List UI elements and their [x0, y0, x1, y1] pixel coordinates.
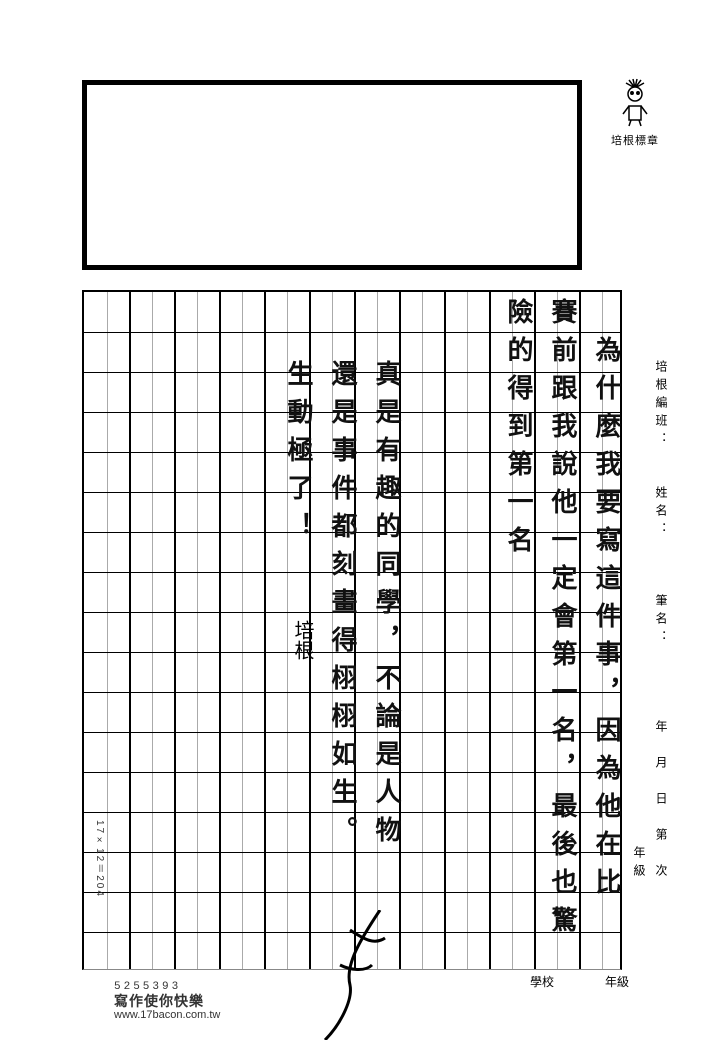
stamp-label: 培根標章 — [608, 132, 662, 148]
teacher-comment-column-1: 真是有趣的同學，不論是人物 — [364, 360, 408, 960]
teacher-signature-text: 培根 — [288, 620, 317, 660]
legend-slogan: 寫作使你快樂 — [114, 994, 220, 1008]
footer-grade-label: 年級 — [605, 973, 629, 990]
footer-school-label: 學校 — [530, 973, 554, 990]
teacher-comment-column-2: 還是事件都刻畫得栩栩如生。 — [320, 360, 364, 960]
handwritten-column-2: 賽前跟我說他一定會第一名，最後也驚 — [540, 298, 584, 968]
mascot-icon — [614, 78, 656, 128]
worksheet-page: 培根標章 培根編班： 姓名： 筆名： 年 月 日 第 次 年級 為什麼我要寫這件… — [50, 60, 670, 980]
logo-stamp: 培根標章 — [608, 78, 662, 148]
publisher-legend: 5255393 寫作使你快樂 www.17bacon.com.tw — [114, 980, 220, 1022]
legend-url: www.17bacon.com.tw — [114, 1008, 220, 1022]
teacher-comment-column-3: 生動極了！ — [276, 360, 320, 960]
handwritten-column-1: 為什麼我要寫這件事，因為他在比 — [584, 298, 628, 968]
header-column-grade: 年級 — [631, 360, 648, 970]
cell-count-label: 17×12＝204 — [92, 820, 107, 898]
drawing-box — [82, 80, 582, 270]
header-column-main: 培根編班： 姓名： 筆名： 年 月 日 第 次 — [653, 360, 670, 970]
handwritten-column-3: 險的得到第一名 — [496, 298, 540, 968]
legend-number: 5255393 — [114, 980, 220, 994]
